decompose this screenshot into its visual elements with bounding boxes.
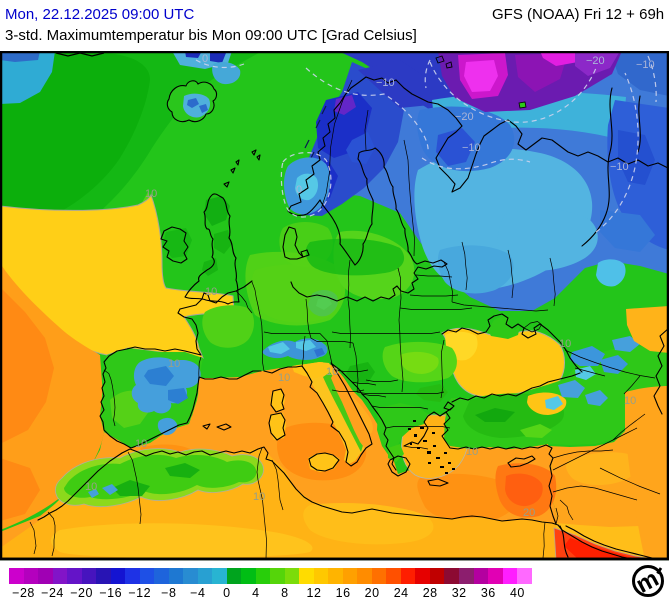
svg-text:−20: −20 [586,55,605,67]
svg-text:10: 10 [278,372,290,384]
svg-text:−10: −10 [636,59,655,71]
svg-text:10: 10 [326,366,338,378]
svg-text:0: 0 [296,184,302,196]
svg-text:10: 10 [205,286,217,298]
svg-text:−10: −10 [610,161,629,173]
svg-text:20: 20 [523,507,535,519]
svg-text:10: 10 [85,481,97,493]
svg-text:0: 0 [202,53,208,65]
svg-text:10: 10 [135,438,147,450]
svg-text:−20: −20 [455,111,474,123]
svg-text:−10: −10 [376,77,395,89]
svg-text:10: 10 [559,338,571,350]
svg-text:10: 10 [624,395,636,407]
svg-text:10: 10 [168,358,180,370]
svg-text:−10: −10 [462,142,481,154]
svg-text:10: 10 [253,491,265,503]
svg-text:10: 10 [145,188,157,200]
svg-text:10: 10 [466,446,478,458]
